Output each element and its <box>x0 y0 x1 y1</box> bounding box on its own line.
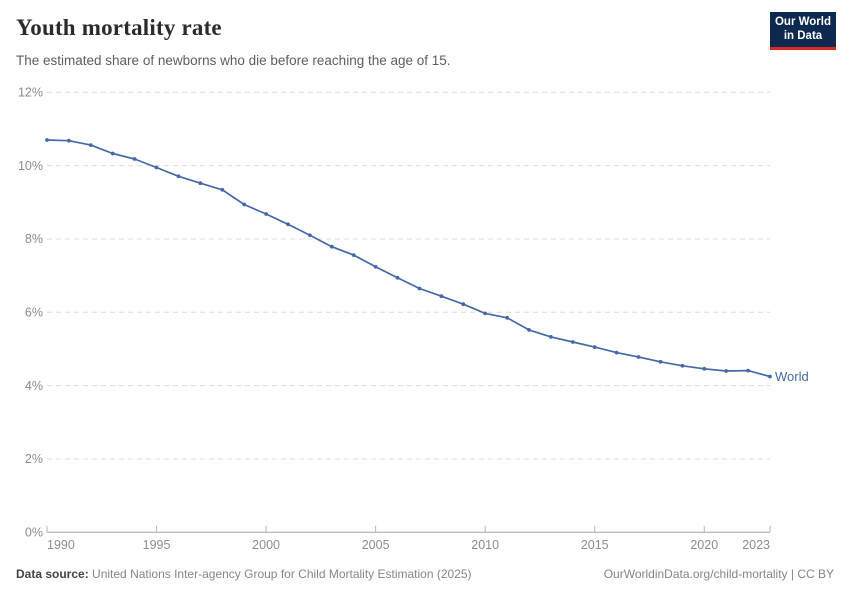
data-point-2008[interactable] <box>439 294 444 299</box>
data-point-2013[interactable] <box>549 335 553 339</box>
data-point-1999[interactable] <box>242 202 247 207</box>
data-point-2000[interactable] <box>264 212 268 216</box>
data-point-2011[interactable] <box>505 315 509 320</box>
y-axis-tick-label: 8% <box>25 232 43 246</box>
data-point-1996[interactable] <box>176 174 181 179</box>
data-point-2020[interactable] <box>702 366 707 371</box>
data-point-1995[interactable] <box>154 165 159 170</box>
data-point-1997[interactable] <box>198 181 203 186</box>
data-point-2002[interactable] <box>308 233 312 238</box>
chart-footer: Data source: United Nations Inter-agency… <box>16 567 834 582</box>
attribution-link[interactable]: OurWorldinData.org/child-mortality | CC … <box>603 567 834 581</box>
data-point-1998[interactable] <box>220 187 225 192</box>
x-axis-tick-label: 2000 <box>252 538 280 552</box>
x-axis-tick-label: 2020 <box>690 538 718 552</box>
data-point-1991[interactable] <box>67 138 71 143</box>
data-point-2006[interactable] <box>395 275 400 280</box>
y-axis-tick-label: 2% <box>25 452 43 466</box>
data-point-2021[interactable] <box>724 369 729 373</box>
chart-title: Youth mortality rate <box>16 15 222 40</box>
owid-logo-line1: Our World <box>774 16 831 28</box>
world-series-line[interactable] <box>46 139 771 378</box>
owid-logo-line2: in Data <box>783 29 823 42</box>
x-axis-tick-label: 2015 <box>581 538 609 552</box>
y-axis-tick-label: 10% <box>18 159 43 173</box>
data-point-1994[interactable] <box>132 157 137 161</box>
y-axis-tick-label: 12% <box>18 86 43 100</box>
y-axis-tick-label: 0% <box>25 526 43 540</box>
data-point-2014[interactable] <box>570 340 575 344</box>
x-axis-tick-label: 2010 <box>471 538 499 552</box>
chart-subtitle: The estimated share of newborns who die … <box>16 53 451 68</box>
data-point-2022[interactable] <box>746 368 750 373</box>
data-point-2019[interactable] <box>680 363 685 368</box>
data-source-value[interactable]: United Nations Inter-agency Group for Ch… <box>92 567 472 581</box>
y-axis-tick-label: 4% <box>25 379 43 393</box>
data-point-2005[interactable] <box>373 264 378 269</box>
data-point-2018[interactable] <box>658 359 663 364</box>
data-point-2007[interactable] <box>417 286 422 291</box>
data-point-2004[interactable] <box>351 253 356 257</box>
owid-logo[interactable]: Our World in Data <box>770 12 836 50</box>
x-axis-tick-label: 2023 <box>742 538 770 552</box>
data-point-1993[interactable] <box>110 151 115 156</box>
data-point-2010[interactable] <box>483 311 488 316</box>
data-source: Data source: United Nations Inter-agency… <box>16 567 472 582</box>
data-source-label: Data source: <box>16 567 89 581</box>
data-point-2023[interactable] <box>768 374 772 379</box>
data-point-2003[interactable] <box>329 244 334 249</box>
data-point-2017[interactable] <box>636 355 641 359</box>
data-point-2009[interactable] <box>461 302 466 307</box>
data-point-1990[interactable] <box>45 138 49 142</box>
data-point-2016[interactable] <box>614 350 619 355</box>
world-series-end-label[interactable]: World <box>775 369 809 384</box>
y-axis-tick-label: 6% <box>25 306 43 320</box>
data-point-1992[interactable] <box>88 143 93 148</box>
x-axis-tick-label: 2005 <box>362 538 390 552</box>
data-point-2012[interactable] <box>527 328 531 332</box>
x-axis-tick-label: 1995 <box>143 538 171 552</box>
x-axis-tick-label: 1990 <box>47 538 75 552</box>
data-point-2001[interactable] <box>286 222 290 227</box>
data-point-2015[interactable] <box>592 345 597 349</box>
